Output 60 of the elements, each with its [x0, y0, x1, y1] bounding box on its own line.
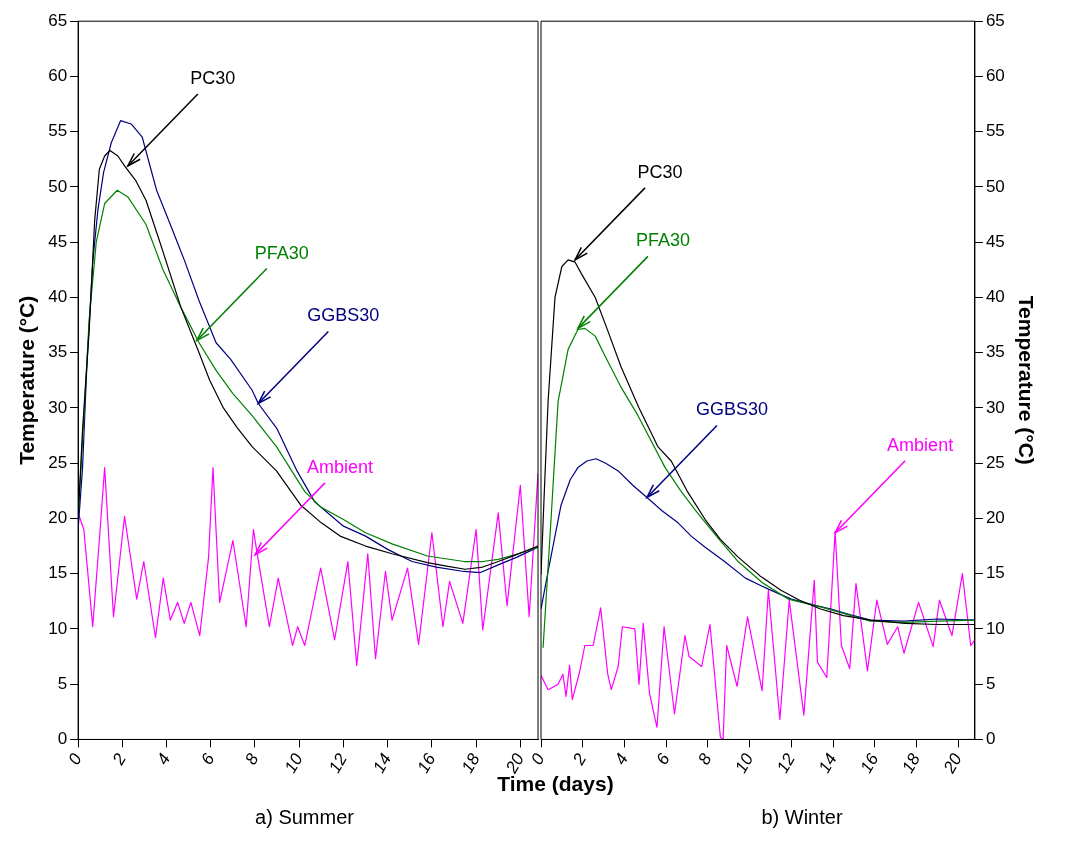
x-tick-label: 14	[814, 750, 841, 777]
x-tick-label: 4	[152, 750, 175, 769]
y-tick-label: 5	[57, 673, 68, 693]
y-tick-label: 40	[985, 287, 1005, 307]
x-tick-label: 0	[527, 749, 549, 769]
x-tick-label: 2	[568, 749, 591, 769]
text: b) Winter	[760, 806, 844, 829]
y-axis-title: Temperature (°C)	[1014, 295, 1038, 465]
annotation: Ambient	[887, 434, 954, 455]
y-tick-label: 10	[985, 618, 1005, 638]
x-tick-label: 18	[457, 749, 484, 777]
y-tick-label: 0	[985, 729, 996, 749]
x-tick-label: 6	[197, 749, 219, 769]
annotation: PC30	[637, 161, 683, 182]
y-tick-label: 45	[985, 231, 1005, 251]
x-tick-label: 10	[731, 749, 758, 777]
y-tick-label: 50	[985, 176, 1005, 196]
y-tick-label: 65	[985, 10, 1005, 30]
y-tick-label: 45	[48, 231, 68, 251]
y-tick-label: 55	[985, 121, 1005, 141]
annotation: GGBS30	[307, 305, 380, 326]
y-tick-label: 40	[48, 287, 68, 307]
y-tick-label: 5	[985, 673, 996, 693]
x-tick-label: 6	[652, 749, 674, 769]
x-tick-label: 12	[325, 749, 352, 777]
y-tick-label: 10	[48, 618, 68, 638]
y-tick-label: 55	[48, 121, 68, 141]
x-tick-label: 16	[413, 749, 440, 777]
x-tick-label: 4	[610, 750, 632, 769]
y-tick-label: 65	[48, 10, 68, 30]
y-tick-label: 25	[48, 452, 68, 472]
x-tick-label: 8	[241, 749, 263, 769]
annotation: PFA30	[254, 242, 309, 263]
annotation: PFA30	[635, 230, 690, 251]
x-tick-label: 2	[108, 749, 131, 769]
y-tick-label: 20	[985, 508, 1005, 528]
y-tick-label: 50	[48, 176, 68, 196]
x-tick-label: 8	[694, 749, 716, 769]
annotation: GGBS30	[695, 399, 768, 420]
y-tick-label: 35	[48, 342, 68, 362]
y-tick-label: 35	[985, 342, 1005, 362]
y-tick-label: 60	[48, 66, 68, 86]
y-tick-label: 0	[57, 729, 68, 749]
annotation: Ambient	[306, 456, 374, 477]
x-tick-label: 14	[369, 750, 396, 777]
x-tick-label: 12	[772, 749, 800, 777]
x-tick-label: 20	[939, 749, 967, 778]
y-tick-label: 15	[985, 563, 1005, 583]
x-tick-label: 16	[856, 749, 883, 777]
y-tick-label: 30	[48, 397, 68, 417]
y-tick-label: 20	[48, 508, 68, 528]
y-tick-label: 15	[48, 563, 68, 583]
annotation: PC30	[190, 67, 236, 88]
y-tick-label: 30	[985, 397, 1005, 417]
y-tick-label: 25	[985, 452, 1005, 472]
x-tick-label: 10	[280, 749, 308, 777]
y-tick-label: 60	[985, 66, 1005, 86]
y-axis-title: Temperature (°C)	[15, 295, 39, 465]
text: a) Summer	[254, 806, 355, 829]
x-tick-label: 18	[898, 749, 925, 777]
